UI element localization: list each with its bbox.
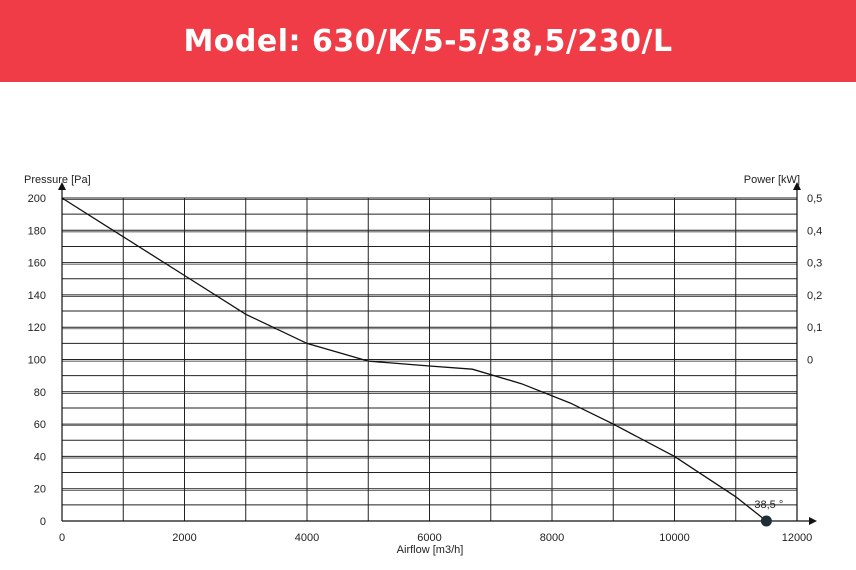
x-tick-label: 4000 xyxy=(295,532,319,544)
grid xyxy=(62,197,798,521)
y2-tick-label: 0,5 xyxy=(807,193,822,205)
y-tick-label: 200 xyxy=(28,193,46,205)
y-tick-label: 80 xyxy=(34,387,46,399)
plot-area: 38,5 ° xyxy=(61,197,783,527)
y2-tick-label: 0,1 xyxy=(807,322,822,334)
y-tick-label: 160 xyxy=(28,258,46,270)
y2-tick-label: 0,2 xyxy=(807,290,822,302)
header-bar: Model: 630/K/5-5/38,5/230/L xyxy=(0,0,856,82)
x-axis-title: Airflow [m3/h] xyxy=(397,544,464,556)
axes xyxy=(58,182,817,525)
y2-axis-arrow xyxy=(793,182,801,190)
y-tick-label: 100 xyxy=(28,355,46,367)
y-tick-label: 140 xyxy=(28,290,46,302)
x-tick-label: 10000 xyxy=(659,532,690,544)
x-tick-label: 6000 xyxy=(417,532,441,544)
y-tick-label: 60 xyxy=(34,419,46,431)
y-tick-label: 0 xyxy=(40,516,46,528)
x-tick-label: 8000 xyxy=(540,532,564,544)
y-axis-arrow xyxy=(58,182,66,190)
x-axis-arrow xyxy=(809,517,817,525)
y2-tick-label: 0,4 xyxy=(807,225,822,237)
model-title: Model: 630/K/5-5/38,5/230/L xyxy=(183,23,673,59)
x-tick-label: 2000 xyxy=(172,532,196,544)
y-tick-label: 40 xyxy=(34,451,46,463)
x-tick-label: 0 xyxy=(59,532,65,544)
operating-point-marker xyxy=(760,515,772,527)
y2-tick-label: 0,3 xyxy=(807,258,822,270)
y-tick-label: 120 xyxy=(28,322,46,334)
y2-axis-title: Power [kW] xyxy=(744,174,800,186)
y2-tick-label: 0 xyxy=(807,355,813,367)
x-tick-label: 12000 xyxy=(782,532,813,544)
y-tick-label: 20 xyxy=(34,484,46,496)
blade-angle-annotation: 38,5 ° xyxy=(754,499,783,511)
y-tick-label: 180 xyxy=(28,225,46,237)
pressure-curve xyxy=(61,197,767,522)
y-axis-title: Pressure [Pa] xyxy=(24,174,91,186)
